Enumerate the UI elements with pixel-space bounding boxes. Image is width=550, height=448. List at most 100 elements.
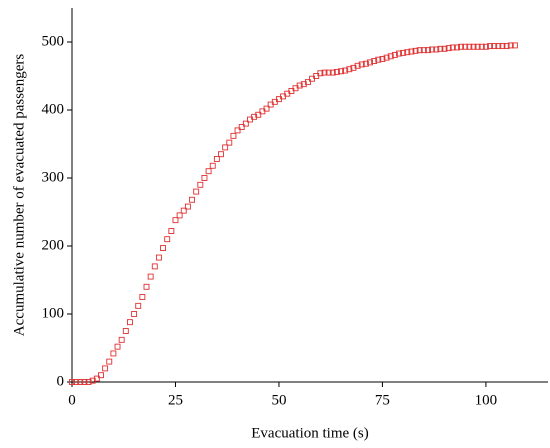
point bbox=[437, 45, 444, 52]
point bbox=[77, 379, 84, 385]
point bbox=[470, 43, 477, 50]
point bbox=[172, 217, 179, 224]
point bbox=[371, 58, 378, 64]
y-tick-label: 500 bbox=[42, 33, 65, 49]
y-tick-label: 300 bbox=[42, 169, 65, 185]
point bbox=[110, 350, 117, 357]
point bbox=[367, 59, 373, 66]
point bbox=[346, 66, 353, 73]
point bbox=[379, 56, 386, 62]
point bbox=[478, 43, 485, 50]
point bbox=[396, 50, 402, 57]
point bbox=[482, 43, 489, 50]
point bbox=[317, 70, 324, 77]
point bbox=[263, 105, 270, 112]
point bbox=[155, 254, 162, 261]
point bbox=[358, 61, 365, 68]
point bbox=[238, 124, 245, 130]
point bbox=[213, 156, 220, 162]
point bbox=[160, 245, 167, 251]
x-axis-label: Evacuation time (s) bbox=[251, 425, 368, 441]
point bbox=[362, 60, 369, 67]
point bbox=[412, 47, 419, 54]
point bbox=[338, 68, 344, 75]
point bbox=[98, 372, 104, 379]
point bbox=[69, 379, 75, 385]
point bbox=[226, 139, 233, 146]
x-tick-label: 25 bbox=[168, 392, 183, 408]
point bbox=[151, 263, 158, 270]
point bbox=[106, 358, 113, 365]
y-axis-label: Accumulative number of evacuated passeng… bbox=[11, 54, 27, 337]
point bbox=[85, 379, 92, 385]
point bbox=[205, 168, 212, 175]
point bbox=[511, 42, 518, 49]
point bbox=[180, 207, 187, 214]
point bbox=[425, 47, 431, 54]
point bbox=[375, 56, 382, 63]
point bbox=[230, 132, 237, 139]
point bbox=[391, 51, 398, 58]
point bbox=[387, 53, 394, 60]
point bbox=[73, 379, 80, 385]
x-tick-label: 75 bbox=[375, 392, 390, 408]
x-tick-label: 0 bbox=[68, 392, 76, 408]
point bbox=[209, 162, 216, 169]
point bbox=[404, 49, 411, 56]
point bbox=[503, 43, 510, 50]
point bbox=[445, 45, 452, 52]
point bbox=[193, 188, 200, 195]
point bbox=[300, 81, 307, 88]
point bbox=[222, 144, 229, 151]
point bbox=[400, 49, 407, 56]
point bbox=[168, 228, 175, 234]
point bbox=[147, 273, 154, 280]
point bbox=[495, 43, 502, 50]
point bbox=[408, 48, 415, 55]
point bbox=[164, 236, 171, 243]
point bbox=[354, 62, 361, 69]
point bbox=[197, 181, 204, 188]
point bbox=[189, 196, 195, 203]
point bbox=[251, 113, 258, 120]
point bbox=[449, 44, 456, 51]
point bbox=[350, 64, 357, 71]
point bbox=[321, 69, 328, 76]
point bbox=[139, 294, 146, 300]
point bbox=[466, 43, 473, 50]
y-tick-label: 100 bbox=[42, 305, 65, 321]
y-tick-label: 200 bbox=[42, 237, 65, 253]
point bbox=[329, 69, 336, 76]
point bbox=[201, 175, 208, 181]
point bbox=[242, 120, 249, 127]
point bbox=[429, 46, 436, 53]
point bbox=[131, 311, 138, 317]
point bbox=[114, 343, 121, 350]
point bbox=[255, 111, 262, 118]
point bbox=[491, 43, 498, 50]
y-tick-label: 0 bbox=[57, 373, 65, 389]
point bbox=[89, 377, 96, 384]
point bbox=[462, 43, 469, 50]
point bbox=[383, 54, 390, 61]
point bbox=[143, 283, 150, 290]
point bbox=[325, 69, 332, 76]
point bbox=[81, 379, 88, 385]
point bbox=[184, 203, 191, 210]
point bbox=[218, 151, 224, 158]
point bbox=[507, 42, 514, 49]
point bbox=[487, 43, 494, 50]
point bbox=[176, 212, 183, 219]
point bbox=[416, 47, 423, 54]
point bbox=[433, 46, 440, 53]
point bbox=[118, 336, 125, 343]
point bbox=[135, 302, 142, 309]
point bbox=[441, 45, 448, 52]
x-tick-label: 50 bbox=[271, 392, 286, 408]
point bbox=[126, 319, 133, 326]
point bbox=[453, 44, 460, 51]
point bbox=[420, 47, 427, 54]
point bbox=[474, 43, 481, 50]
point bbox=[333, 68, 340, 75]
